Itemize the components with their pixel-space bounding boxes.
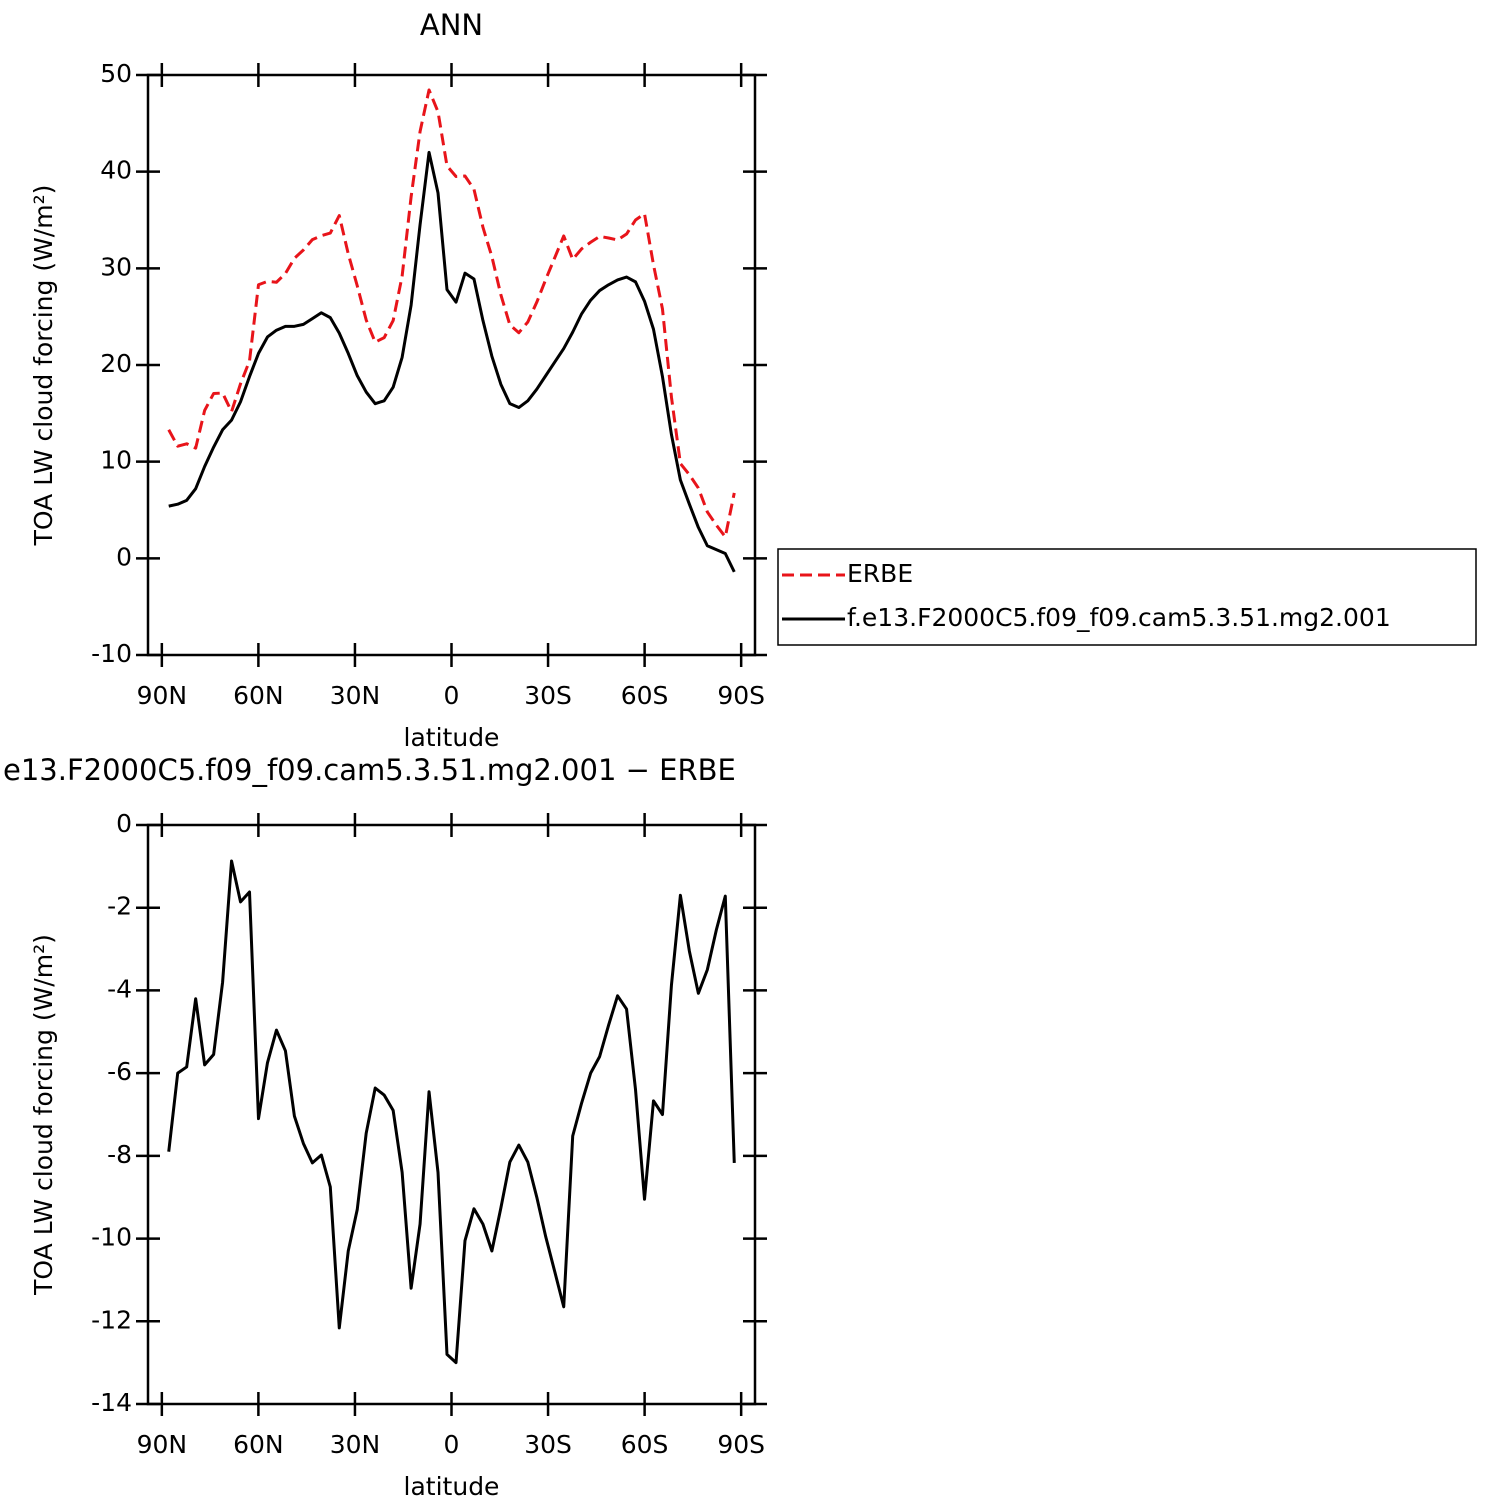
chart-title: ANN [420,8,483,42]
chart-title: e13.F2000C5.f09_f09.cam5.3.51.mg2.001 − … [3,753,736,787]
x-tick-label: 60S [621,681,669,710]
y-tick-label: 0 [116,542,132,571]
data-line [167,88,736,539]
y-tick-label: 10 [100,446,132,475]
y-axis-label: TOA LW cloud forcing (W/m²) [29,185,58,547]
x-tick-label: 90N [137,1430,188,1459]
y-tick-label: -12 [91,1305,132,1334]
y-tick-label: 40 [100,156,132,185]
y-tick-label: -4 [107,974,132,1003]
y-tick-label: -2 [107,892,132,921]
x-tick-label: 90S [717,1430,765,1459]
y-tick-label: -10 [91,1223,132,1252]
y-tick-label: 30 [100,252,132,281]
x-tick-label: 60N [233,1430,284,1459]
legend-label: f.e13.F2000C5.f09_f09.cam5.3.51.mg2.001 [847,603,1391,632]
y-tick-label: -14 [91,1388,132,1417]
x-tick-label: 30N [330,681,381,710]
y-tick-label: -8 [107,1140,132,1169]
plot-frame [146,73,757,657]
x-axis-label: latitude [404,723,500,752]
y-tick-label: -6 [107,1057,132,1086]
legend-box [777,548,1477,646]
y-axis-label: TOA LW cloud forcing (W/m²) [29,934,58,1296]
x-tick-label: 90S [717,681,765,710]
x-tick-label: 60S [621,1430,669,1459]
y-tick-label: 20 [100,349,132,378]
x-tick-label: 0 [444,681,460,710]
x-tick-label: 30S [524,1430,572,1459]
x-tick-label: 90N [137,681,188,710]
x-tick-label: 60N [233,681,284,710]
data-line [167,859,736,1365]
x-axis-label: latitude [404,1472,500,1501]
y-tick-label: 50 [100,59,132,88]
y-tick-label: -10 [91,639,132,668]
x-tick-label: 0 [444,1430,460,1459]
data-line [168,150,736,573]
x-tick-label: 30N [330,1430,381,1459]
x-tick-label: 30S [524,681,572,710]
legend-label: ERBE [847,559,913,588]
y-tick-label: 0 [116,809,132,838]
